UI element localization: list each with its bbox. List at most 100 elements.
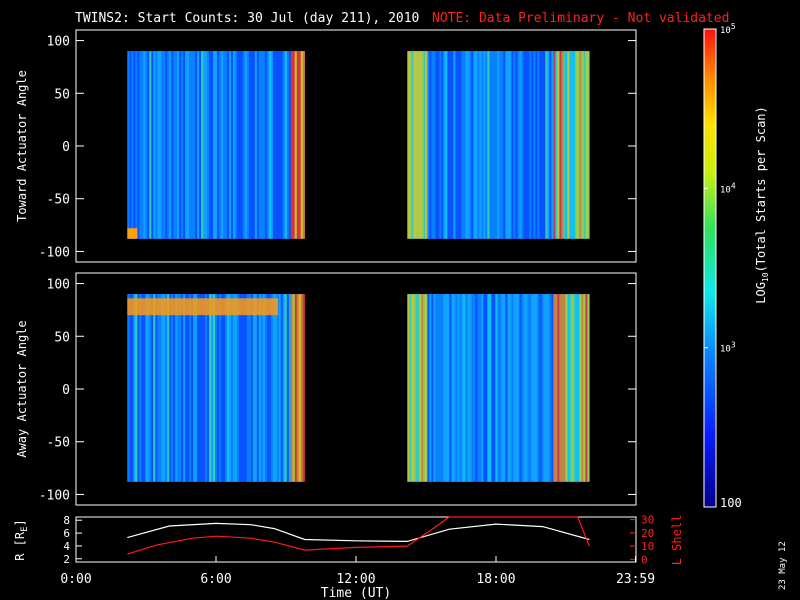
heatmap-column — [481, 51, 484, 239]
heatmap-column — [143, 294, 146, 482]
heatmap-column — [475, 51, 478, 239]
heatmap-column — [133, 294, 136, 482]
heatmap-column — [527, 51, 530, 239]
heatmap-column — [423, 294, 426, 482]
heatmap-column — [242, 294, 246, 482]
heatmap-column — [139, 51, 142, 239]
heatmap-column — [286, 294, 290, 482]
heatmap-column — [455, 51, 458, 239]
y-tick-label: 0 — [62, 383, 70, 398]
y-tick-label: -50 — [47, 193, 70, 208]
heatmap-column — [143, 51, 146, 239]
heatmap-column — [224, 294, 228, 482]
heatmap-column — [407, 294, 410, 482]
heatmap-column — [501, 294, 504, 482]
heatmap-column — [218, 294, 222, 482]
heatmap-column — [541, 294, 544, 482]
heatmap-column — [555, 294, 558, 482]
heatmap-column — [216, 294, 220, 482]
heatmap-column — [533, 51, 536, 239]
heatmap-column — [288, 51, 292, 239]
heatmap-column — [411, 51, 414, 239]
heatmap-column — [419, 294, 422, 482]
heatmap-column — [201, 294, 204, 482]
y-tick-label: -100 — [39, 488, 70, 503]
heatmap-column — [437, 51, 440, 239]
heatmap-column — [463, 51, 466, 239]
heatmap-column — [529, 294, 532, 482]
heatmap-column — [205, 294, 208, 482]
heatmap-column — [272, 294, 276, 482]
heatmap-column — [153, 51, 156, 239]
heatmap-column — [427, 51, 430, 239]
heatmap-column — [177, 51, 180, 239]
heatmap-column — [493, 51, 496, 239]
heatmap-column — [157, 294, 160, 482]
heatmap-column — [246, 294, 250, 482]
heatmap-column — [286, 51, 290, 239]
heatmap-column — [197, 294, 200, 482]
heatmap-column — [161, 294, 164, 482]
heatmap-column — [581, 51, 584, 239]
heatmap-column — [191, 294, 194, 482]
heatmap-column — [475, 294, 478, 482]
heatmap-column — [250, 294, 254, 482]
y-tick-label: 100 — [47, 35, 70, 50]
heatmap-column — [583, 51, 586, 239]
heatmap-column — [218, 51, 222, 239]
heatmap-column — [185, 294, 188, 482]
heatmap-column — [207, 51, 210, 239]
heatmap-column — [535, 294, 538, 482]
heatmap-column — [461, 51, 464, 239]
heatmap-column — [284, 294, 288, 482]
heatmap-column — [531, 294, 534, 482]
heatmap-column — [165, 51, 168, 239]
away-ylabel: Away Actuator Angle — [15, 320, 29, 457]
colorbar-ticks: 105 104 103 100 — [704, 22, 742, 510]
heatmap-column — [471, 294, 474, 482]
heatmap-column — [141, 294, 144, 482]
y-tick-label: -100 — [39, 245, 70, 260]
heatmap-column — [417, 51, 420, 239]
heatmap-column — [575, 51, 578, 239]
heatmap-column — [226, 294, 230, 482]
heatmap-column — [533, 294, 536, 482]
orbit-right-tick-label: 0 — [641, 553, 648, 566]
heatmap-column — [161, 51, 164, 239]
heatmap-column — [487, 294, 490, 482]
heatmap-column — [274, 51, 278, 239]
heatmap-column — [503, 294, 506, 482]
heatmap-column — [467, 51, 470, 239]
heatmap-column — [250, 51, 254, 239]
heatmap-column — [423, 51, 426, 239]
heatmap-column — [445, 294, 448, 482]
heatmap-column — [573, 294, 576, 482]
heatmap-column — [473, 294, 476, 482]
heatmap-column — [167, 294, 170, 482]
heatmap-column — [505, 51, 508, 239]
heatmap-column — [296, 51, 299, 239]
heatmap-column — [185, 51, 188, 239]
date-stamp: 23 May 12 — [778, 541, 788, 590]
heatmap-column — [435, 51, 438, 239]
heatmap-column — [274, 294, 278, 482]
heatmap-column — [203, 51, 206, 239]
heatmap-column — [234, 294, 238, 482]
heatmap-column — [579, 51, 582, 239]
heatmap-column — [477, 294, 480, 482]
heatmap-column — [441, 51, 444, 239]
heatmap-column — [173, 51, 176, 239]
heatmap-column — [189, 51, 192, 239]
heatmap-column — [579, 294, 582, 482]
heatmap-column — [127, 294, 130, 482]
heatmap-column — [519, 51, 522, 239]
heatmap-column — [487, 51, 490, 239]
heatmap-column — [147, 51, 150, 239]
heatmap-column — [195, 51, 198, 239]
heatmap-column — [479, 51, 482, 239]
heatmap-column — [457, 51, 460, 239]
heatmap-column — [141, 51, 144, 239]
heatmap-column — [545, 51, 548, 239]
heatmap-column — [228, 51, 232, 239]
heatmap-column — [129, 294, 132, 482]
